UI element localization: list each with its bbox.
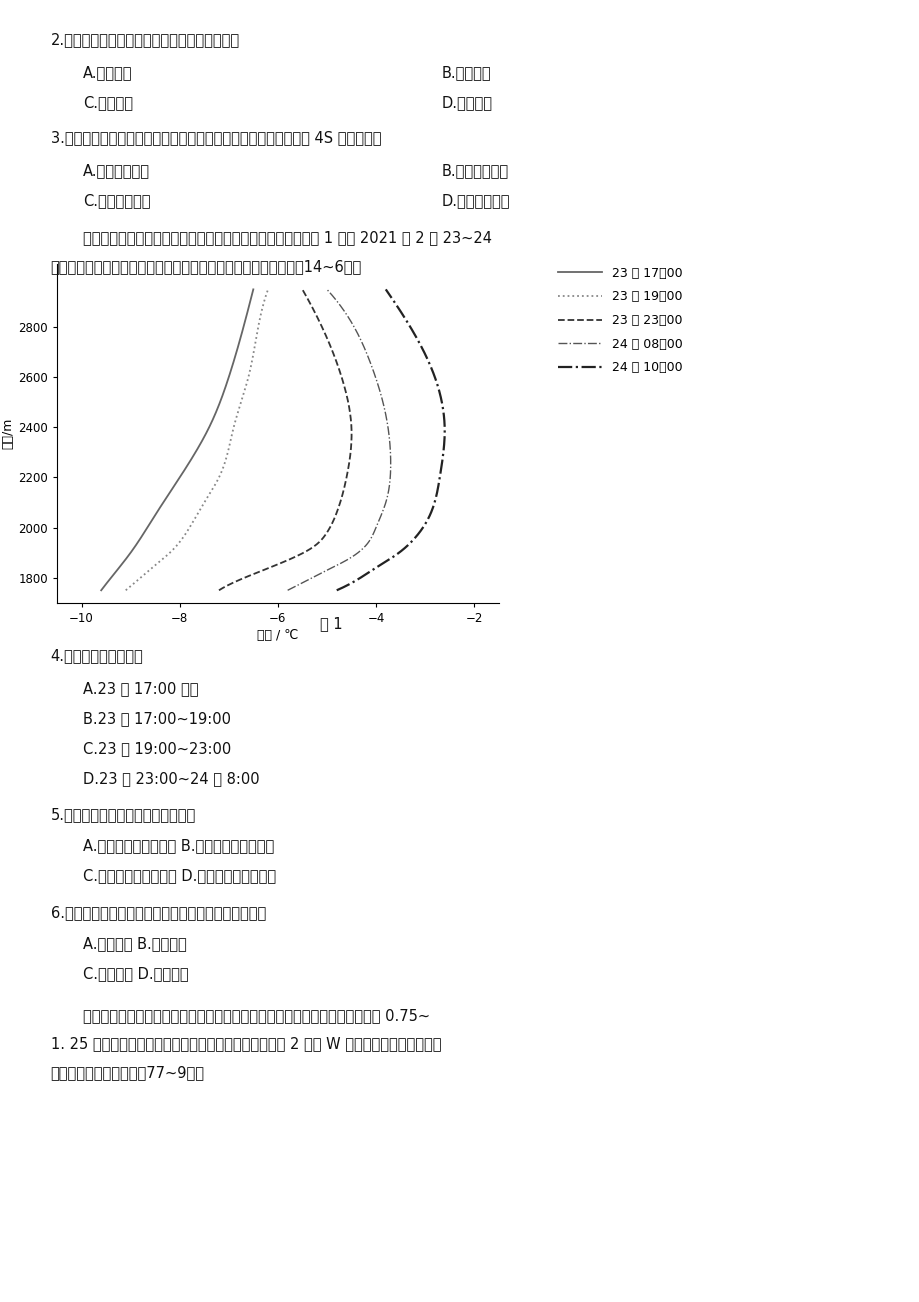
X-axis label: 温度 / ℃: 温度 / ℃ bbox=[257, 629, 298, 642]
Text: C.自下而上，自下而上 D.自下而上，自上而下: C.自下而上，自下而上 D.自下而上，自上而下 bbox=[83, 868, 276, 884]
24 日 08：00 bbox=[377, 393, 388, 409]
Text: A.23 日 17:00 之前: A.23 日 17:00 之前 bbox=[83, 681, 199, 697]
24 日 08：00 bbox=[382, 484, 393, 500]
23 日 19：00 bbox=[244, 363, 255, 379]
24 日 08：00 bbox=[385, 464, 396, 479]
24 日 08：00 bbox=[282, 582, 293, 598]
24 日 10：00 bbox=[391, 547, 403, 562]
24 日 08：00 bbox=[350, 547, 361, 562]
24 日 08：00 bbox=[368, 363, 379, 379]
Text: B.培育市场: B.培育市场 bbox=[441, 65, 491, 81]
24 日 08：00 bbox=[369, 366, 380, 381]
23 日 23：00 bbox=[334, 363, 345, 379]
23 日 23：00 bbox=[337, 484, 348, 500]
Line: 23 日 23：00: 23 日 23：00 bbox=[219, 289, 351, 590]
Text: 6.在该次冷湖发生、发展的过程中，该地的天气特征是: 6.在该次冷湖发生、发展的过程中，该地的天气特征是 bbox=[51, 905, 266, 921]
23 日 17：00 bbox=[96, 582, 107, 598]
Y-axis label: 海拨/m: 海拨/m bbox=[1, 418, 14, 449]
23 日 23：00 bbox=[295, 547, 306, 562]
23 日 19：00 bbox=[216, 464, 227, 479]
Text: 1. 25 之间，则区域的就业和居住处于相对平衡状态。图 2 示意 W 市某轨道交通沿线各站点: 1. 25 之间，则区域的就业和居住处于相对平衡状态。图 2 示意 W 市某轨道… bbox=[51, 1036, 440, 1052]
23 日 17：00 bbox=[178, 464, 189, 479]
Legend: 23 日 17：00, 23 日 19：00, 23 日 23：00, 24 日 08：00, 24 日 10：00: 23 日 17：00, 23 日 19：00, 23 日 23：00, 24 日… bbox=[558, 267, 682, 374]
Text: 日我国北方某峡谷冷湖出现前后大气温度随海拨的变化。据此完成14~6题。: 日我国北方某峡谷冷湖出现前后大气温度随海拨的变化。据此完成14~6题。 bbox=[51, 259, 361, 275]
24 日 10：00 bbox=[331, 582, 342, 598]
24 日 10：00 bbox=[431, 484, 442, 500]
23 日 23：00 bbox=[297, 281, 308, 297]
23 日 23：00 bbox=[335, 366, 346, 381]
23 日 17：00 bbox=[225, 363, 236, 379]
23 日 17：00 bbox=[247, 281, 258, 297]
Text: C.展示产品: C.展示产品 bbox=[83, 95, 132, 111]
Text: A.吸引投资: A.吸引投资 bbox=[83, 65, 132, 81]
Text: C.23 日 19:00~23:00: C.23 日 19:00~23:00 bbox=[83, 741, 231, 756]
23 日 23：00 bbox=[213, 582, 224, 598]
24 日 08：00 bbox=[321, 281, 332, 297]
Text: D.技术创新: D.技术创新 bbox=[441, 95, 492, 111]
Line: 24 日 08：00: 24 日 08：00 bbox=[288, 289, 391, 590]
Text: 图 1: 图 1 bbox=[320, 616, 342, 631]
Text: 气象学上将冷空气在山谷或盆地底部汇集的现象称为冷湖。图 1 示意 2021 年 2 月 23~24: 气象学上将冷空气在山谷或盆地底部汇集的现象称为冷湖。图 1 示意 2021 年 … bbox=[83, 230, 492, 246]
Text: C.阴雨连绵 D.温和湿润: C.阴雨连绵 D.温和湿润 bbox=[83, 966, 188, 982]
24 日 10：00 bbox=[426, 363, 437, 379]
23 日 19：00 bbox=[120, 582, 131, 598]
24 日 10：00 bbox=[435, 464, 446, 479]
23 日 19：00 bbox=[244, 366, 255, 381]
Text: A.获得集群效应: A.获得集群效应 bbox=[83, 163, 150, 178]
Text: 职住比是指某一区域内就业岗位数量与居民中就业人口数量的比値。若比値在 0.75~: 职住比是指某一区域内就业岗位数量与居民中就业人口数量的比値。若比値在 0.75~ bbox=[83, 1008, 429, 1023]
24 日 10：00 bbox=[436, 393, 447, 409]
Text: 5.该次冷湖形成和消散的方向分别是: 5.该次冷湖形成和消散的方向分别是 bbox=[51, 807, 196, 823]
23 日 23：00 bbox=[342, 393, 353, 409]
Text: 2.新能源汽车销售门店选址在核心商圈的目的是: 2.新能源汽车销售门店选址在核心商圈的目的是 bbox=[51, 33, 240, 48]
24 日 10：00 bbox=[427, 366, 438, 381]
24 日 10：00 bbox=[380, 281, 391, 297]
Text: C.降低营销成本: C.降低营销成本 bbox=[83, 193, 150, 208]
23 日 19：00 bbox=[262, 281, 273, 297]
23 日 19：00 bbox=[163, 547, 174, 562]
Text: 4.该次冷湖现象形成于: 4.该次冷湖现象形成于 bbox=[51, 648, 143, 664]
Text: D.满足售后需求: D.满足售后需求 bbox=[441, 193, 509, 208]
23 日 19：00 bbox=[205, 484, 216, 500]
Text: A.自上而下，自上而下 B.自上而下，自下而上: A.自上而下，自上而下 B.自上而下，自下而上 bbox=[83, 838, 274, 854]
Text: B.23 日 17:00~19:00: B.23 日 17:00~19:00 bbox=[83, 711, 231, 727]
Text: B.扩大品牌影响: B.扩大品牌影响 bbox=[441, 163, 508, 178]
23 日 17：00 bbox=[124, 547, 135, 562]
23 日 17：00 bbox=[215, 393, 226, 409]
Text: 3.新能源汽车厂家关停核心商圈的销售门店并在城郊汽车商圈开设 4S 店，是为了: 3.新能源汽车厂家关停核心商圈的销售门店并在城郊汽车商圈开设 4S 店，是为了 bbox=[51, 130, 380, 146]
Line: 23 日 17：00: 23 日 17：00 bbox=[101, 289, 253, 590]
Text: D.23 日 23:00~24 日 8:00: D.23 日 23:00~24 日 8:00 bbox=[83, 771, 259, 786]
23 日 19：00 bbox=[235, 393, 246, 409]
Text: 附近的职住比。据此完成77~9题。: 附近的职住比。据此完成77~9题。 bbox=[51, 1065, 204, 1081]
Text: A.晴朗微风 B.大风降温: A.晴朗微风 B.大风降温 bbox=[83, 936, 187, 952]
Line: 24 日 10：00: 24 日 10：00 bbox=[336, 289, 444, 590]
23 日 17：00 bbox=[165, 484, 176, 500]
Line: 23 日 19：00: 23 日 19：00 bbox=[126, 289, 267, 590]
23 日 17：00 bbox=[224, 366, 235, 381]
23 日 23：00 bbox=[342, 464, 353, 479]
